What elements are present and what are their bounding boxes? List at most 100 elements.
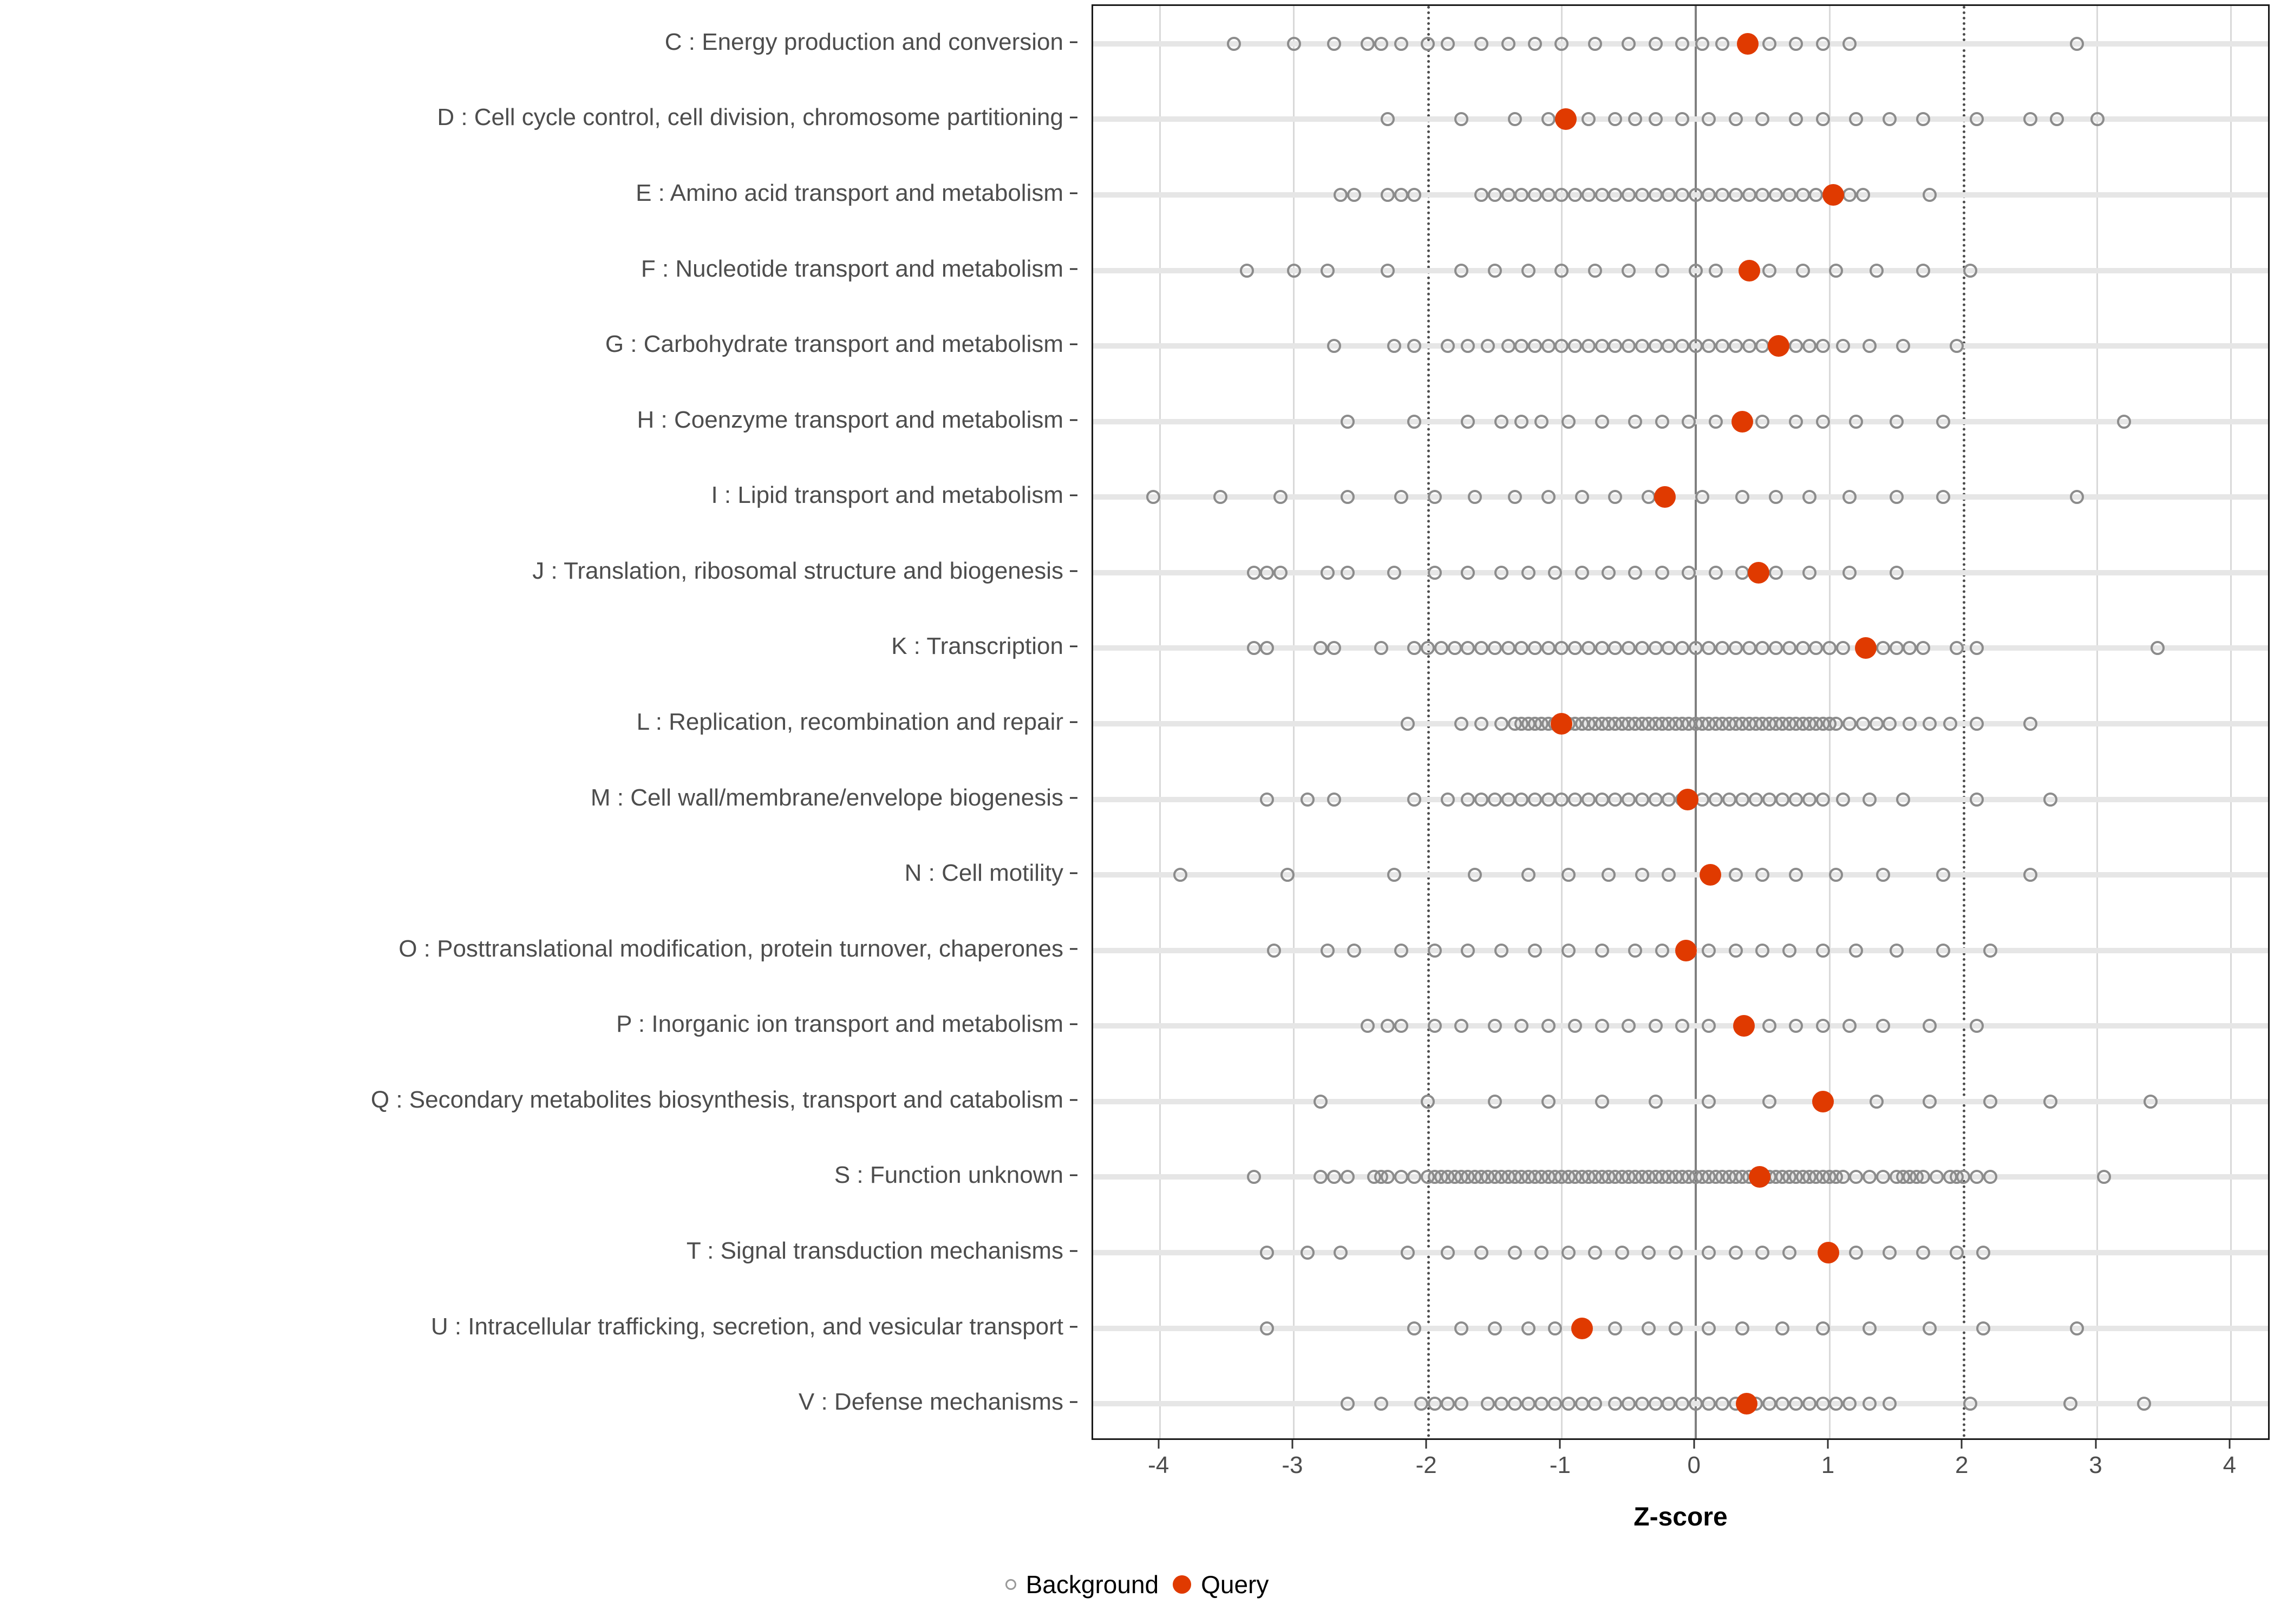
- background-point: [1728, 943, 1743, 958]
- background-point: [1260, 1246, 1275, 1260]
- background-point: [1434, 641, 1448, 656]
- background-point: [1340, 490, 1355, 505]
- background-point: [1762, 1397, 1776, 1411]
- background-point: [1501, 36, 1515, 51]
- y-axis-label: O : Posttranslational modification, prot…: [398, 935, 1063, 962]
- background-point: [1394, 187, 1408, 202]
- background-point: [1789, 1397, 1803, 1411]
- legend-item-background: Background: [1005, 1570, 1159, 1599]
- background-point: [1849, 1246, 1864, 1260]
- y-axis-tick: [1070, 192, 1077, 194]
- background-point: [1628, 565, 1643, 580]
- background-point: [1809, 641, 1824, 656]
- background-point: [1554, 641, 1569, 656]
- background-point: [1240, 263, 1254, 278]
- background-point: [1541, 112, 1556, 127]
- background-point: [1381, 1170, 1395, 1184]
- background-point: [1728, 1246, 1743, 1260]
- background-point: [1501, 641, 1515, 656]
- background-point: [1970, 1019, 1984, 1033]
- background-point: [1554, 263, 1569, 278]
- background-point: [1889, 943, 1904, 958]
- background-point: [1876, 868, 1890, 882]
- background-point: [1675, 1397, 1689, 1411]
- background-point: [1648, 112, 1663, 127]
- background-point: [1581, 339, 1596, 353]
- background-point: [1728, 112, 1743, 127]
- background-point: [1923, 1019, 1937, 1033]
- background-point: [1622, 1019, 1636, 1033]
- x-axis-tick-label: 2: [1955, 1452, 1969, 1478]
- background-point: [1963, 1397, 1977, 1411]
- background-point: [1635, 339, 1649, 353]
- background-point: [1427, 1019, 1442, 1033]
- background-point: [1246, 1170, 1261, 1184]
- background-point: [1883, 112, 1897, 127]
- background-point: [1682, 414, 1696, 429]
- background-point: [1474, 187, 1489, 202]
- background-point: [1581, 187, 1596, 202]
- background-point: [1394, 943, 1408, 958]
- background-point: [1327, 36, 1342, 51]
- background-point: [1622, 36, 1636, 51]
- background-point: [1501, 339, 1515, 353]
- background-point: [1514, 792, 1529, 807]
- background-point: [1541, 641, 1556, 656]
- background-point: [1528, 943, 1542, 958]
- background-point: [1795, 263, 1810, 278]
- x-axis-tick-label: 3: [2089, 1452, 2102, 1478]
- background-point: [1923, 1094, 1937, 1109]
- y-axis-label: D : Cell cycle control, cell division, c…: [437, 104, 1063, 131]
- background-point: [1829, 263, 1844, 278]
- background-point: [1554, 187, 1569, 202]
- y-axis-labels: C : Energy production and conversion D : …: [0, 0, 1077, 1440]
- background-point: [1521, 1397, 1535, 1411]
- background-point: [1842, 490, 1857, 505]
- category-row-line: [1093, 267, 2268, 273]
- query-point: [1738, 259, 1760, 281]
- background-point: [1635, 187, 1649, 202]
- query-point: [1737, 32, 1759, 55]
- background-point: [1876, 1019, 1890, 1033]
- y-axis-tick: [1070, 1326, 1077, 1328]
- background-point: [1273, 490, 1288, 505]
- background-point: [1789, 868, 1803, 882]
- background-point: [2096, 1170, 2111, 1184]
- background-point: [1715, 641, 1730, 656]
- background-point: [1655, 943, 1669, 958]
- background-point: [1883, 1246, 1897, 1260]
- background-point: [1327, 792, 1342, 807]
- background-point: [1815, 339, 1830, 353]
- background-point: [1642, 1321, 1656, 1335]
- background-point: [1769, 565, 1783, 580]
- x-axis: -4 -3 -2 -1 0 1 2 3 4: [1092, 1440, 2270, 1505]
- background-point: [1574, 490, 1589, 505]
- background-point: [1588, 36, 1603, 51]
- y-axis-label: E : Amino acid transport and metabolism: [636, 179, 1063, 206]
- y-axis-tick: [1070, 1174, 1077, 1176]
- background-point: [1782, 641, 1796, 656]
- background-point: [1595, 641, 1609, 656]
- background-point: [1822, 641, 1837, 656]
- y-axis-label: G : Carbohydrate transport and metabolis…: [605, 331, 1063, 358]
- background-point: [1568, 339, 1583, 353]
- background-point: [1929, 1170, 1944, 1184]
- background-point: [1688, 339, 1703, 353]
- background-point: [1260, 1321, 1275, 1335]
- background-point: [1300, 792, 1315, 807]
- y-axis-label: U : Intracellular trafficking, secretion…: [430, 1313, 1063, 1340]
- background-point: [1427, 1397, 1442, 1411]
- x-axis-tick-label: -3: [1282, 1452, 1303, 1478]
- background-point: [1561, 414, 1576, 429]
- background-point: [1320, 263, 1335, 278]
- background-point: [1702, 1321, 1716, 1335]
- background-point: [1889, 414, 1904, 429]
- background-point: [1842, 1397, 1857, 1411]
- background-point: [2063, 1397, 2078, 1411]
- background-point: [1923, 187, 1937, 202]
- background-point: [1407, 1321, 1422, 1335]
- background-point: [1327, 339, 1342, 353]
- background-point: [1655, 263, 1669, 278]
- background-point: [1815, 943, 1830, 958]
- background-point: [1842, 1019, 1857, 1033]
